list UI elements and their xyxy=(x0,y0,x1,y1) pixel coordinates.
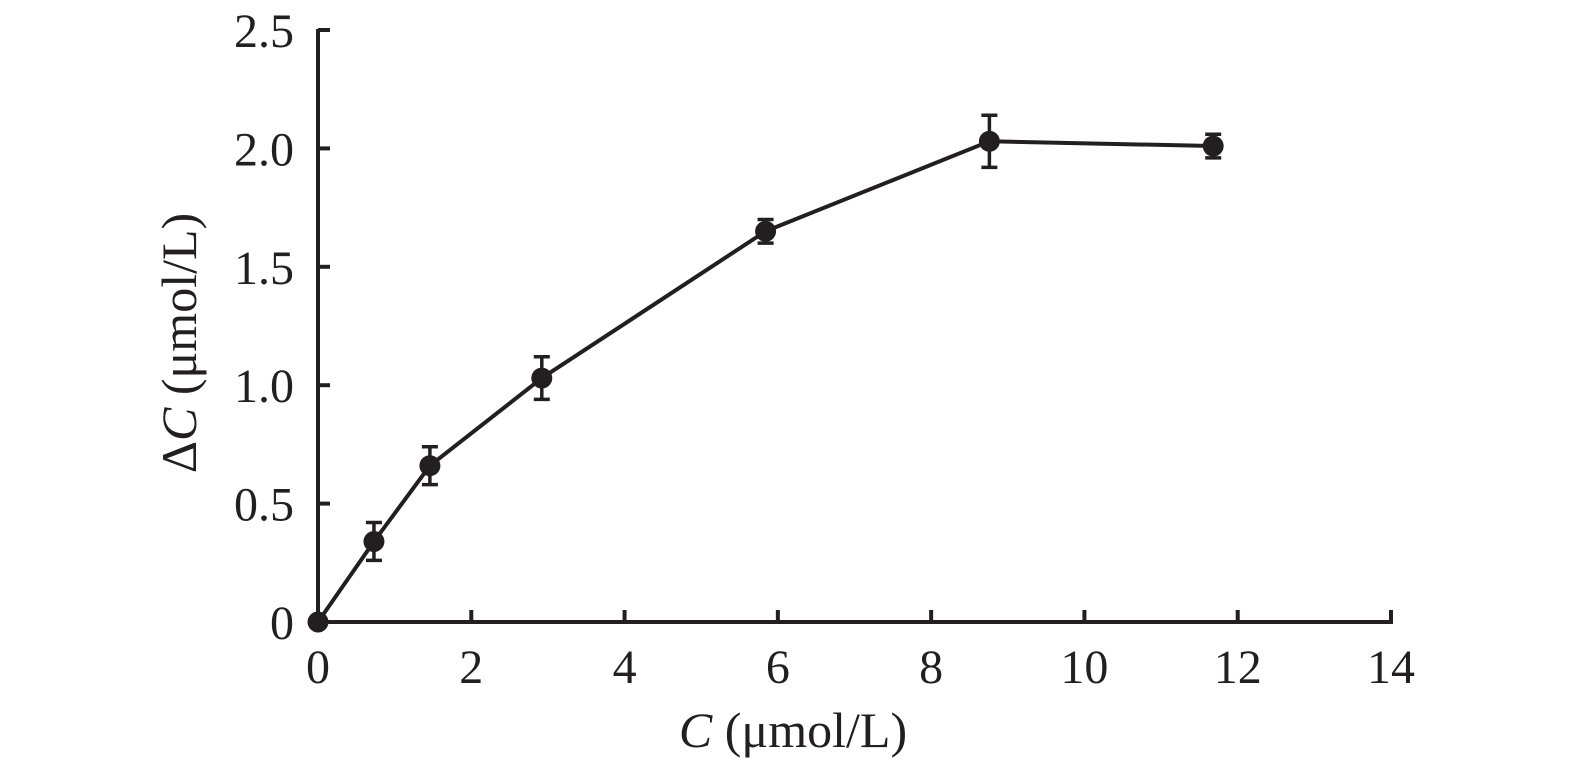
y-tick-label: 2.5 xyxy=(234,5,294,58)
data-point xyxy=(531,367,553,389)
data-point xyxy=(978,130,1000,152)
x-tick-label: 4 xyxy=(613,641,637,694)
x-tick-label: 12 xyxy=(1214,641,1262,694)
x-tick-label: 6 xyxy=(766,641,790,694)
x-tick-label: 10 xyxy=(1060,641,1108,694)
y-tick-label: 1.5 xyxy=(234,242,294,295)
data-point xyxy=(363,530,385,552)
y-tick-label: 1.0 xyxy=(234,360,294,413)
y-axis-title-var: C xyxy=(151,407,207,441)
x-tick-label: 2 xyxy=(459,641,483,694)
y-axis-title-prefix: Δ xyxy=(151,441,207,473)
y-tick-label: 0.5 xyxy=(234,479,294,532)
x-axis-title-unit: (μmol/L) xyxy=(712,702,907,758)
y-axis-ticks: 0 0.5 1.0 1.5 2.0 2.5 xyxy=(234,5,330,650)
data-point xyxy=(755,220,777,242)
x-axis-title: C (μmol/L) xyxy=(679,702,907,758)
series-line xyxy=(316,139,1214,624)
y-tick-label: 0 xyxy=(270,597,294,650)
data-point xyxy=(1202,135,1224,157)
x-tick-label: 0 xyxy=(306,641,330,694)
y-axis-title: ΔC (μmol/L) xyxy=(151,213,207,473)
x-axis-title-var: C xyxy=(679,702,713,758)
data-point xyxy=(307,611,329,633)
x-axis-ticks: 0 2 4 6 8 10 12 14 xyxy=(306,610,1415,694)
y-tick-label: 2.0 xyxy=(234,123,294,176)
data-point xyxy=(419,455,441,477)
series xyxy=(307,113,1224,633)
x-tick-label: 8 xyxy=(919,641,943,694)
axes xyxy=(316,29,1393,624)
y-axis-title-unit: (μmol/L) xyxy=(151,213,207,408)
x-tick-label: 14 xyxy=(1367,641,1415,694)
